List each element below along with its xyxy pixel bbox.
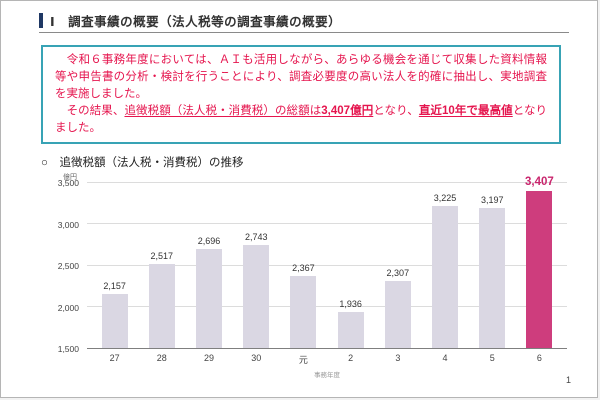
bar-value-label: 2,307 (386, 268, 410, 279)
bar-value-label: 2,696 (197, 236, 221, 247)
y-axis-ticks: 1,500 2,000 2,500 3,000 3,500 (43, 178, 83, 354)
bar-value-label: 3,197 (480, 195, 504, 205)
chart-area: 億円 1,500 2,000 2,500 3,000 3,500 2,157 2,517 2… (43, 173, 571, 379)
bar-cell: 1,936 (327, 183, 374, 348)
bar-cell: 2,517 (138, 183, 185, 348)
page-header: Ⅰ 調査事績の概要（法人税等の調査事績の概要） (39, 11, 341, 30)
y-tick-label: 2,000 (57, 302, 79, 313)
bar-value-label: 2,157 (103, 280, 126, 291)
x-tick-label: 5 (489, 353, 495, 363)
bar-value-label: 2,517 (150, 251, 174, 262)
gridline (87, 182, 567, 183)
bar-value-label: 3,225 (433, 192, 457, 203)
bar-3 (384, 281, 411, 348)
summary-text-3: となり、 (373, 105, 419, 117)
y-tick-label: 1,500 (57, 344, 79, 354)
page-title: Ⅰ 調査事績の概要（法人税等の調査事績の概要） (50, 15, 342, 29)
x-tick-label: 6 (536, 353, 542, 363)
x-axis-title: 事務年度 (314, 372, 340, 379)
bars-row: 2,157 2,517 2,696 2,743 2,367 1,936 2,307 3,225… (87, 176, 567, 348)
bar-value-label: 3,407 (525, 175, 554, 188)
plot-area: 2,157 2,517 2,696 2,743 2,367 1,936 2,307 3,225… (87, 176, 567, 349)
y-axis-unit-label: 億円 (63, 174, 77, 181)
summary-amount: 3,407億円 (321, 105, 374, 117)
summary-box: 令和６事務年度においては、ＡＩも活用しながら、あらゆる機会を通じて収集した資料情… (41, 45, 561, 144)
x-tick-label: 27 (109, 353, 120, 363)
summary-paragraph-1: 令和６事務年度においては、ＡＩも活用しながら、あらゆる機会を通じて収集した資料情… (55, 52, 547, 103)
summary-text-4: となりました。 (55, 105, 548, 134)
bar-value-label: 2,743 (244, 232, 268, 243)
bar-30 (243, 245, 270, 348)
bar-cell: 3,197 (469, 183, 516, 348)
header-divider (39, 32, 569, 33)
bar-5 (479, 208, 506, 348)
page-number: 1 (565, 375, 571, 385)
gridline (87, 264, 567, 266)
summary-text-1: 令和６事務年度においては、ＡＩも活用しながら、あらゆる機会を通じて収集した資料情… (55, 54, 547, 100)
bar-cell: 3,407 (516, 176, 563, 348)
x-axis-ticks: 27 28 29 30 元 2 3 4 5 6 (87, 353, 567, 367)
x-tick-label: 28 (156, 353, 167, 363)
chart-heading: ○ 追徴税額（法人税・消費税）の推移 (41, 157, 244, 169)
x-tick-label: 4 (442, 353, 448, 363)
bar-27 (101, 293, 128, 348)
bar-29 (196, 249, 222, 348)
bar-cell: 2,307 (374, 183, 421, 348)
bar-4 (432, 205, 459, 348)
bar-cell: 2,157 (91, 183, 138, 348)
bar-cell: 2,696 (185, 183, 232, 348)
summary-text-2: その結果、 (55, 105, 125, 117)
summary-underline-total: 追徴税額（法人税・消費税）の総額は (124, 105, 322, 117)
x-tick-label: 2 (348, 353, 354, 363)
x-tick-label: 30 (251, 353, 262, 363)
x-tick-label: 29 (204, 353, 215, 363)
bar-cell: 2,367 (280, 183, 327, 348)
y-tick-label: 3,500 (57, 178, 79, 188)
x-tick-label: 元 (298, 355, 308, 365)
gridline (87, 305, 567, 307)
header-accent-bar (39, 13, 43, 28)
bar-value-label: 1,936 (339, 299, 362, 310)
bar-元 (290, 276, 317, 348)
y-tick-label: 2,500 (57, 261, 79, 271)
bar-2 (337, 312, 364, 348)
x-tick-label: 3 (395, 353, 401, 363)
bar-value-label: 2,367 (292, 263, 315, 274)
bar-28 (148, 264, 175, 348)
gridline (87, 223, 567, 225)
bar-6 (526, 190, 553, 348)
bar-cell: 3,225 (421, 183, 468, 348)
summary-paragraph-2: その結果、追徴税額（法人税・消費税）の総額は3,407億円となり、直近10年で最… (55, 103, 547, 137)
y-tick-label: 3,000 (57, 219, 79, 230)
summary-highlight-record: 直近10年で最高値 (418, 105, 513, 117)
bar-cell: 2,743 (233, 183, 280, 348)
